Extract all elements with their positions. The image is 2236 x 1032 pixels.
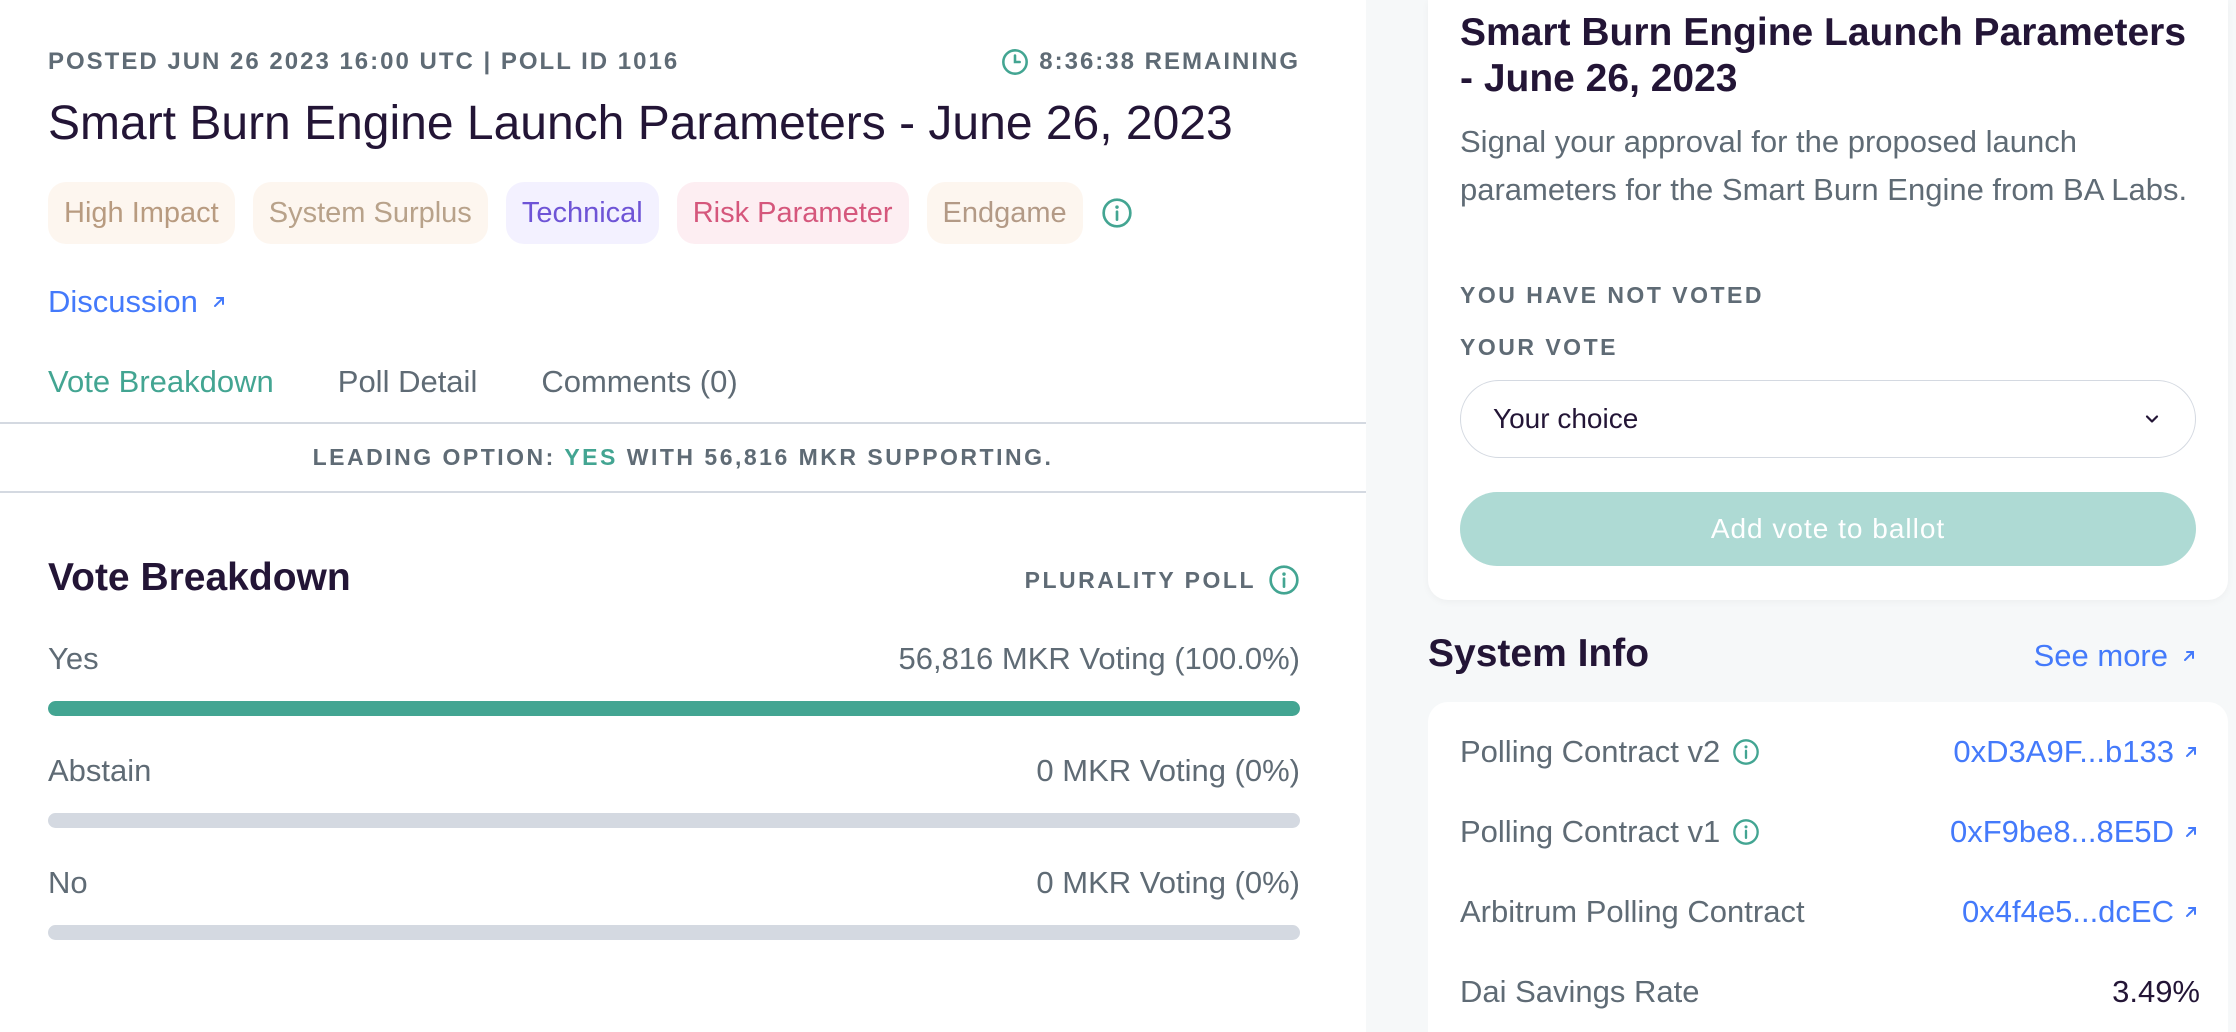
poll-title: Smart Burn Engine Launch Parameters - Ju… xyxy=(48,97,1233,150)
tag-high-impact[interactable]: High Impact xyxy=(48,182,235,244)
tag-system-surplus[interactable]: System Surplus xyxy=(252,182,488,244)
poll-type-label: PLURALITY POLL xyxy=(1024,566,1256,593)
poll-type: PLURALITY POLL xyxy=(1025,564,1300,596)
contract-address: 0xF9be8...8E5D xyxy=(1949,814,2174,849)
system-row-dsr: Dai Savings Rate 3.49% xyxy=(1460,974,2200,1010)
vote-progress-bar xyxy=(48,701,1300,716)
vote-choice-select[interactable]: Your choice xyxy=(1460,380,2196,458)
vote-option-name: Yes xyxy=(48,641,99,676)
system-info-card: Polling Contract v2 0xD3A9F...b133 Polli… xyxy=(1428,702,2228,1032)
info-icon[interactable] xyxy=(1732,818,1760,846)
external-arrow-icon xyxy=(2186,747,2196,757)
system-row-label: Dai Savings Rate xyxy=(1460,974,1700,1010)
leading-option: YES xyxy=(564,444,618,470)
tab-comments[interactable]: Comments (0) xyxy=(541,364,738,399)
tabs-divider xyxy=(0,422,1366,424)
dai-savings-rate-value: 3.49% xyxy=(2112,974,2200,1009)
vote-option-value: 0 MKR Voting (0%) xyxy=(1036,865,1300,900)
tags-info-icon[interactable] xyxy=(1101,197,1133,229)
ballot-card: Smart Burn Engine Launch Parameters - Ju… xyxy=(1428,0,2228,600)
poll-type-info-icon[interactable] xyxy=(1268,564,1300,596)
leading-option-banner: LEADING OPTION: YES WITH 56,816 MKR SUPP… xyxy=(0,444,1366,471)
contract-address-link[interactable]: 0xD3A9F...b133 xyxy=(1953,734,2200,770)
contract-address: 0xD3A9F...b133 xyxy=(1953,734,2174,769)
external-arrow-icon xyxy=(2184,651,2194,661)
vote-option-yes: Yes 56,816 MKR Voting (100.0%) xyxy=(48,641,1300,716)
vote-progress-bar xyxy=(48,813,1300,828)
system-row-arbitrum: Arbitrum Polling Contract 0x4f4e5...dcEC xyxy=(1460,894,2200,930)
clock-icon xyxy=(1002,49,1029,75)
external-arrow-icon xyxy=(213,297,224,307)
vote-progress-bar xyxy=(48,925,1300,940)
vote-choice-value: Your choice xyxy=(1493,403,1639,434)
leading-suffix: WITH 56,816 MKR SUPPORTING. xyxy=(626,444,1054,470)
tag-endgame[interactable]: Endgame xyxy=(926,182,1083,244)
see-more-link[interactable]: See more xyxy=(2034,638,2198,674)
system-row-polling-v2: Polling Contract v2 0xD3A9F...b133 xyxy=(1460,734,2200,770)
vote-breakdown-header: Vote Breakdown PLURALITY POLL xyxy=(48,556,1300,606)
system-row-label-text: Dai Savings Rate xyxy=(1460,974,1700,1009)
vote-option-value: 0 MKR Voting (0%) xyxy=(1036,753,1300,788)
poll-meta: POSTED JUN 26 2023 16:00 UTC | POLL ID 1… xyxy=(48,48,680,75)
tag-technical[interactable]: Technical xyxy=(505,182,659,244)
contract-address: 0x4f4e5...dcEC xyxy=(1962,894,2174,929)
see-more-label: See more xyxy=(2033,638,2168,673)
poll-tabs: Vote Breakdown Poll Detail Comments (0) xyxy=(48,364,738,410)
tag-risk-parameter[interactable]: Risk Parameter xyxy=(676,182,909,244)
system-row-label-text: Arbitrum Polling Contract xyxy=(1460,894,1805,929)
vote-option-value: 56,816 MKR Voting (100.0%) xyxy=(898,641,1300,676)
ballot-card-title: Smart Burn Engine Launch Parameters - Ju… xyxy=(1460,11,2187,100)
vote-status: YOU HAVE NOT VOTED xyxy=(1460,282,1764,308)
ballot-card-description: Signal your approval for the proposed la… xyxy=(1460,124,2188,207)
discussion-link[interactable]: Discussion xyxy=(48,284,228,320)
system-info-title: System Info xyxy=(1428,632,1650,675)
tab-vote-breakdown[interactable]: Vote Breakdown xyxy=(48,364,274,399)
poll-main-panel: POSTED JUN 26 2023 16:00 UTC | POLL ID 1… xyxy=(0,48,1366,940)
banner-divider xyxy=(0,491,1366,493)
tab-poll-detail[interactable]: Poll Detail xyxy=(337,364,478,399)
poll-meta-row: POSTED JUN 26 2023 16:00 UTC | POLL ID 1… xyxy=(48,48,1300,76)
time-remaining-text: 8:36:38 REMAINING xyxy=(1039,48,1300,75)
system-row-label: Arbitrum Polling Contract xyxy=(1460,894,1805,930)
contract-address-link[interactable]: 0xF9be8...8E5D xyxy=(1950,814,2200,850)
system-row-polling-v1: Polling Contract v1 0xF9be8...8E5D xyxy=(1460,814,2200,850)
vote-option-name: No xyxy=(48,865,88,900)
chevron-down-icon xyxy=(2145,415,2159,423)
leading-prefix: LEADING OPTION: xyxy=(312,444,556,470)
your-vote-label: YOUR VOTE xyxy=(1460,334,1618,360)
info-icon[interactable] xyxy=(1732,738,1760,766)
system-row-label: Polling Contract v2 xyxy=(1460,734,1760,770)
vote-option-name: Abstain xyxy=(48,753,152,788)
time-remaining: 8:36:38 REMAINING xyxy=(1001,48,1300,76)
system-row-label-text: Polling Contract v2 xyxy=(1460,734,1721,769)
contract-address-link[interactable]: 0x4f4e5...dcEC xyxy=(1962,894,2200,930)
vote-option-no: No 0 MKR Voting (0%) xyxy=(48,865,1300,940)
tag-list: High Impact System Surplus Technical Ris… xyxy=(48,182,1133,244)
discussion-link-label: Discussion xyxy=(48,284,198,319)
vote-progress-fill xyxy=(48,701,1300,716)
external-arrow-icon xyxy=(2186,907,2196,917)
vote-breakdown-title: Vote Breakdown xyxy=(48,556,351,599)
system-row-label: Polling Contract v1 xyxy=(1460,814,1760,850)
add-vote-button[interactable]: Add vote to ballot xyxy=(1460,492,2196,566)
vote-option-abstain: Abstain 0 MKR Voting (0%) xyxy=(48,753,1300,828)
system-info-header: System Info See more xyxy=(1428,632,2198,682)
external-arrow-icon xyxy=(2186,827,2196,837)
system-row-label-text: Polling Contract v1 xyxy=(1460,814,1721,849)
